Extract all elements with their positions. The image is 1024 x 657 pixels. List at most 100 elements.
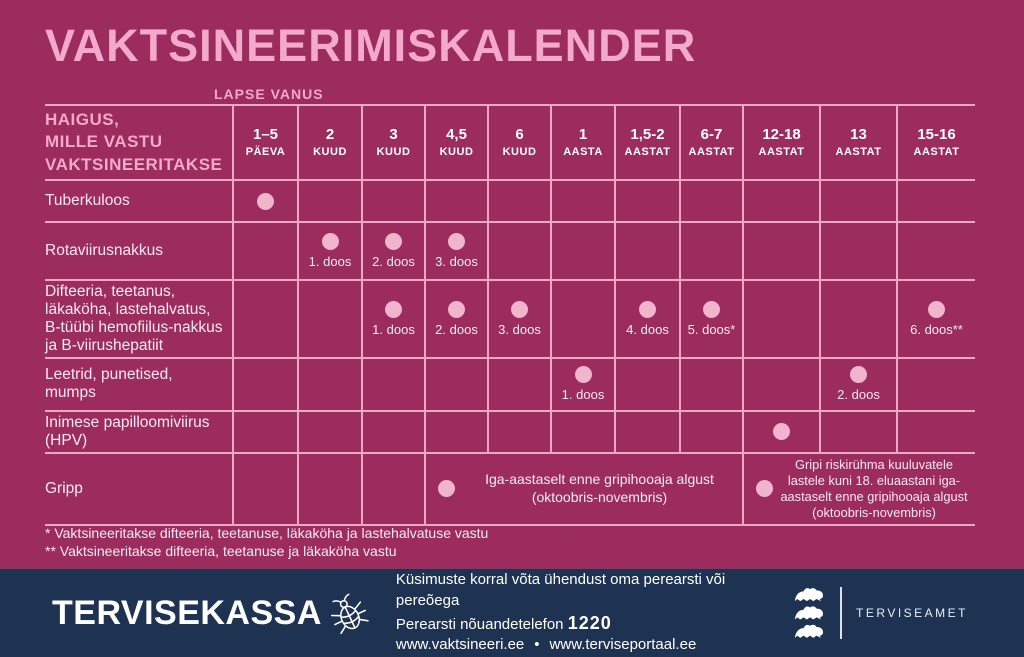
url-vaktsineeri: www.vaktsineeri.ee bbox=[395, 636, 525, 654]
dose-dot bbox=[448, 300, 465, 318]
empty-cell bbox=[550, 280, 615, 358]
empty-cell bbox=[297, 180, 362, 222]
empty-cell bbox=[819, 280, 897, 358]
dose-label: 1. doos bbox=[561, 387, 605, 403]
empty-cell bbox=[297, 280, 362, 358]
dose-label: 5. doos* bbox=[687, 321, 736, 337]
age-unit: AASTAT bbox=[913, 146, 960, 159]
empty-cell bbox=[742, 222, 820, 280]
empty-cell bbox=[361, 357, 425, 411]
empty-cell bbox=[679, 222, 743, 280]
dose-mark: 6. doos** bbox=[898, 300, 975, 337]
age-value: 12-18 bbox=[762, 125, 801, 143]
dose-dot bbox=[438, 480, 455, 498]
empty-cell bbox=[742, 280, 820, 358]
urls-line: www.vaktsineeri.ee • www.terviseportaal.ee bbox=[396, 635, 792, 655]
empty-cell bbox=[361, 452, 425, 525]
terviseamet-block: TERVISEAMET bbox=[792, 586, 968, 640]
dose-cell bbox=[742, 410, 820, 453]
footer-contact-info: Küsimuste korral võta ühendust oma perea… bbox=[396, 570, 792, 655]
age-column-header: 12-18 AASTAT bbox=[742, 105, 820, 180]
age-column-header: 4,5 KUUD bbox=[424, 105, 488, 180]
disease-name-cell: Difteeria, teetanus, läkaköha, lastehalv… bbox=[45, 283, 223, 354]
table-row: Tuberkuloos bbox=[45, 180, 975, 222]
disease-name-cell: Gripp bbox=[45, 479, 83, 497]
empty-cell bbox=[487, 410, 551, 453]
empty-cell bbox=[550, 410, 615, 453]
dose-dot bbox=[448, 233, 465, 250]
dose-label: 1. doos bbox=[372, 321, 415, 337]
dose-cell: 2. doos bbox=[361, 222, 425, 280]
phone-number: 1220 bbox=[567, 612, 612, 633]
empty-cell bbox=[550, 180, 615, 222]
empty-cell bbox=[614, 180, 680, 222]
age-unit: AASTAT bbox=[758, 146, 805, 159]
footer-bar: TERVISEKASSA Küsimuste korral võta ühend… bbox=[0, 569, 1024, 657]
dose-cell bbox=[232, 180, 298, 222]
age-value: 4,5 bbox=[446, 125, 467, 143]
dose-mark bbox=[744, 423, 819, 441]
flu-note-cell: Iga-aastaselt enne gripihooaja algust (o… bbox=[424, 452, 743, 525]
age-unit: AASTAT bbox=[835, 146, 882, 159]
age-column-header: 1–5 PÄEVA bbox=[232, 105, 298, 180]
dose-mark: 2. doos bbox=[821, 366, 896, 402]
terviseamet-label: TERVISEAMET bbox=[856, 606, 968, 620]
dose-dot bbox=[257, 192, 274, 210]
age-value: 1,5-2 bbox=[630, 125, 665, 143]
empty-cell bbox=[896, 410, 975, 453]
empty-cell bbox=[742, 357, 820, 411]
age-unit: KUUD bbox=[313, 146, 347, 159]
dose-mark bbox=[234, 192, 297, 210]
dose-dot bbox=[928, 300, 945, 318]
age-column-header: 1,5-2 AASTAT bbox=[614, 105, 680, 180]
disease-name-cell: Tuberkuloos bbox=[45, 192, 130, 210]
table-body: Tuberkuloos Rotaviirusnakkus 1. doos 2. doo… bbox=[45, 180, 975, 525]
dose-label: 3. doos bbox=[498, 321, 541, 337]
flu-note-cell: Gripi riskirühma kuuluvatele lastele kun… bbox=[742, 452, 975, 525]
table-row: Gripp Iga-aastaselt enne gripihooaja algu… bbox=[45, 452, 975, 525]
flu-note: Iga-aastaselt enne gripihooaja algust (o… bbox=[426, 471, 742, 506]
age-column-header: 6-7 AASTAT bbox=[679, 105, 743, 180]
empty-cell bbox=[550, 222, 615, 280]
empty-cell bbox=[232, 280, 298, 358]
dose-cell: 2. doos bbox=[819, 357, 897, 411]
dose-dot bbox=[385, 300, 402, 318]
beetle-icon bbox=[330, 593, 369, 635]
dose-label: 2. doos bbox=[372, 254, 415, 269]
page-title: VAKTSINEERIMISKALENDER bbox=[45, 20, 697, 71]
tervisekassa-logo-text: TERVISEKASSA bbox=[52, 593, 322, 632]
flu-note-text: Iga-aastaselt enne gripihooaja algust (o… bbox=[485, 471, 714, 505]
dose-dot bbox=[756, 480, 773, 498]
age-unit: KUUD bbox=[376, 146, 411, 159]
footnote-2: ** Vaktsineeritakse difteeria, teetanuse… bbox=[45, 543, 397, 560]
dose-mark: 1. doos bbox=[299, 233, 361, 269]
empty-cell bbox=[297, 452, 362, 525]
dose-dot bbox=[639, 300, 656, 318]
dose-label: 4. doos bbox=[626, 321, 669, 337]
empty-cell bbox=[487, 222, 551, 280]
empty-cell bbox=[819, 222, 897, 280]
vaccination-schedule-table: HAIGUS, MILLE VASTU VAKTSINEERITAKSE 1–5 P… bbox=[45, 104, 975, 526]
dose-mark: 4. doos bbox=[616, 300, 679, 337]
empty-cell bbox=[487, 357, 551, 411]
dose-label: 3. doos bbox=[435, 254, 478, 269]
empty-cell bbox=[614, 357, 680, 411]
estonia-coat-of-arms-icon bbox=[794, 588, 824, 638]
empty-cell bbox=[424, 357, 488, 411]
empty-cell bbox=[614, 222, 680, 280]
dose-mark: 1. doos bbox=[552, 366, 614, 402]
age-unit: PÄEVA bbox=[245, 146, 286, 159]
empty-cell bbox=[232, 410, 298, 453]
age-value: 3 bbox=[389, 125, 398, 143]
dose-dot bbox=[773, 423, 790, 441]
table-row: Inimese papilloomiviirus (HPV) bbox=[45, 410, 975, 453]
empty-cell bbox=[232, 357, 298, 411]
bullet-separator: • bbox=[534, 636, 540, 654]
empty-cell bbox=[487, 180, 551, 222]
empty-cell bbox=[297, 410, 362, 453]
dose-mark: 2. doos bbox=[426, 300, 487, 337]
age-unit: KUUD bbox=[439, 146, 474, 159]
footnotes: * Vaktsineeritakse difteeria, teetanuse,… bbox=[45, 524, 488, 560]
dose-mark: 3. doos bbox=[489, 300, 550, 337]
age-column-header: 15-16 AASTAT bbox=[896, 105, 975, 180]
